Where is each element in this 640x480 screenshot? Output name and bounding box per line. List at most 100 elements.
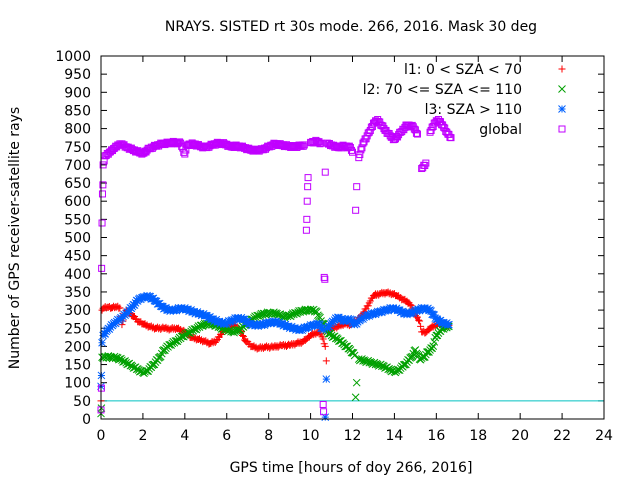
data-point <box>364 302 372 310</box>
y-tick-label: 250 <box>64 321 91 337</box>
data-point <box>413 130 421 138</box>
y-tick-label: 750 <box>64 140 91 156</box>
data-point <box>319 335 327 343</box>
y-tick-label: 450 <box>64 249 91 265</box>
y-tick-label: 400 <box>64 267 91 283</box>
x-tick-label: 16 <box>427 428 445 444</box>
data-point <box>130 301 139 309</box>
data-point <box>99 161 107 169</box>
data-point <box>445 320 453 329</box>
data-point <box>365 299 373 307</box>
legend-marker <box>558 125 566 133</box>
data-point <box>421 162 429 170</box>
series-4 <box>97 116 455 416</box>
data-point <box>428 344 436 353</box>
y-tick-label: 200 <box>64 339 91 355</box>
data-point <box>299 142 307 150</box>
y-tick-label: 1000 <box>55 49 91 65</box>
x-tick-label: 2 <box>138 428 147 444</box>
data-point <box>320 273 328 281</box>
y-tick-label: 650 <box>64 176 91 192</box>
data-point <box>320 408 328 416</box>
data-point <box>319 326 328 334</box>
data-point <box>303 197 311 205</box>
data-point <box>316 140 324 148</box>
series-layer <box>97 116 455 422</box>
y-tick-label: 350 <box>64 285 91 301</box>
data-point <box>321 275 329 283</box>
data-point <box>322 375 331 383</box>
data-point <box>98 219 106 227</box>
x-tick-label: 0 <box>97 428 106 444</box>
data-point <box>156 352 165 361</box>
data-point <box>353 183 361 191</box>
data-point <box>430 311 439 319</box>
data-point <box>415 316 423 324</box>
y-tick-label: 850 <box>64 103 91 119</box>
data-point <box>98 190 106 198</box>
y-tick-label: 600 <box>64 194 91 210</box>
data-point <box>412 129 420 137</box>
data-point <box>319 400 327 408</box>
data-point <box>321 413 330 422</box>
x-tick-label: 22 <box>553 428 571 444</box>
data-point <box>212 337 220 345</box>
data-point <box>349 349 358 357</box>
data-point <box>124 308 133 317</box>
data-point <box>351 393 360 402</box>
legend: l1: 0 < SZA < 70 l2: 70 <= SZA <= 110 l3: … <box>363 62 566 138</box>
data-point <box>99 181 107 189</box>
legend-marker <box>558 105 566 113</box>
x-tick-label: 18 <box>469 428 487 444</box>
y-tick-label: 900 <box>64 85 91 101</box>
y-axis-ticks: 0 50 100 150 200 250 300 350 400 450 500 550 600 650 7… <box>55 49 604 428</box>
legend-label: l1: 0 < SZA < 70 <box>404 62 522 78</box>
y-axis-label: Number of GPS receiver-satellite rays <box>7 107 23 369</box>
data-point <box>349 148 356 156</box>
x-tick-label: 4 <box>180 428 189 444</box>
data-point <box>321 342 329 350</box>
legend-label: l3: SZA > 110 <box>425 102 522 118</box>
data-point <box>316 321 324 329</box>
data-point <box>112 317 121 326</box>
y-tick-label: 950 <box>64 67 91 83</box>
y-tick-label: 0 <box>82 412 91 428</box>
y-tick-label: 800 <box>64 122 91 138</box>
x-tick-label: 12 <box>344 428 362 444</box>
y-tick-label: 300 <box>64 303 91 319</box>
data-point <box>352 206 360 214</box>
data-point <box>215 317 224 326</box>
data-point <box>180 148 188 156</box>
data-point <box>302 226 310 234</box>
data-point <box>101 330 110 338</box>
data-point <box>304 174 312 182</box>
y-tick-label: 700 <box>64 158 91 174</box>
data-point <box>402 360 410 369</box>
data-point <box>427 307 435 315</box>
x-tick-label: 10 <box>302 428 320 444</box>
x-tick-label: 14 <box>386 428 404 444</box>
data-point <box>181 150 189 158</box>
data-point <box>98 264 106 272</box>
data-point <box>347 316 356 324</box>
data-point <box>406 301 414 309</box>
data-point <box>352 378 361 387</box>
data-point <box>322 357 330 365</box>
y-tick-label: 50 <box>73 394 91 410</box>
data-point <box>315 138 323 146</box>
x-tick-label: 8 <box>264 428 273 444</box>
x-tick-label: 24 <box>595 428 613 444</box>
data-point <box>116 304 124 312</box>
data-point <box>422 159 430 167</box>
data-point <box>356 151 364 159</box>
plot-frame <box>100 55 605 420</box>
data-point <box>347 146 355 154</box>
y-tick-label: 100 <box>64 376 91 392</box>
data-point <box>272 317 280 326</box>
y-tick-label: 500 <box>64 231 91 247</box>
chart-title: NRAYS. SISTED rt 30s mode. 266, 2016. Ma… <box>165 19 537 35</box>
legend-marker <box>558 85 566 93</box>
data-point <box>417 322 425 330</box>
data-point <box>408 352 417 361</box>
legend-label: global <box>479 122 522 138</box>
